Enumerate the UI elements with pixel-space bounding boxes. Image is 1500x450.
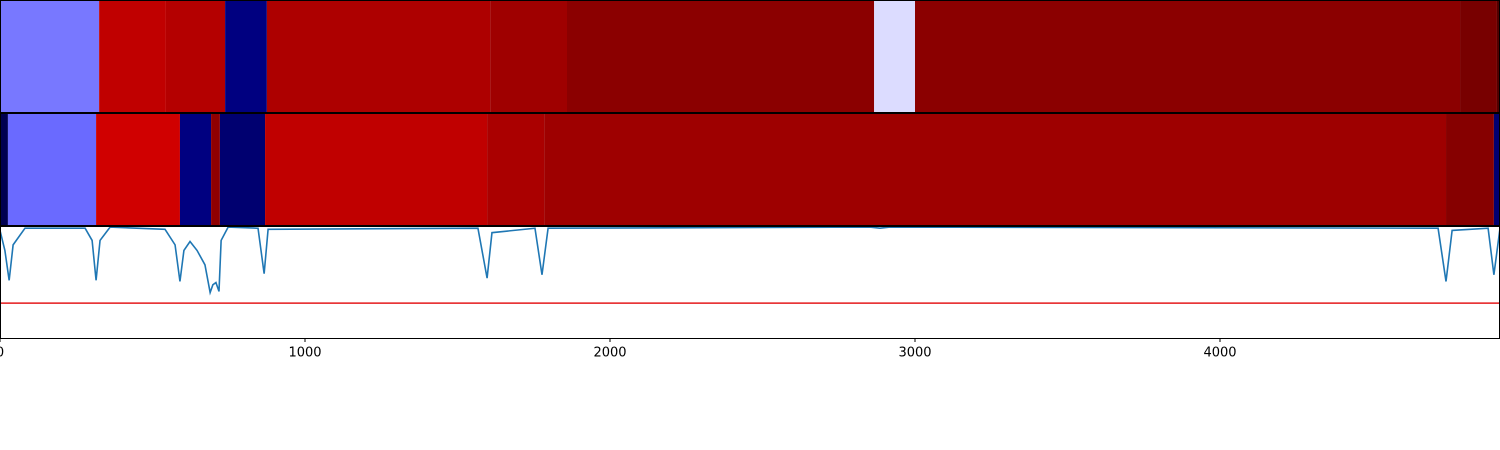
x-tick-label: 1000 <box>288 346 321 361</box>
segment <box>0 0 100 112</box>
x-tick-label: 2000 <box>593 346 626 361</box>
x-tick-label: 4000 <box>1203 346 1236 361</box>
panel-frame <box>0 226 1500 339</box>
segment <box>1446 113 1494 225</box>
segment <box>211 113 220 225</box>
segment <box>99 0 166 112</box>
segment <box>265 113 488 225</box>
segment <box>487 113 545 225</box>
segment <box>266 0 491 112</box>
segment <box>165 0 226 112</box>
segment <box>0 113 8 225</box>
segment <box>566 0 875 112</box>
segment <box>225 0 267 112</box>
segment <box>179 113 212 225</box>
segment <box>1496 0 1500 112</box>
segment <box>490 0 567 112</box>
segment <box>96 113 180 225</box>
x-tick-label: 0 <box>0 346 4 361</box>
segment <box>544 113 1447 225</box>
segment <box>1460 0 1497 112</box>
segment <box>7 113 97 225</box>
segment <box>219 113 266 225</box>
segment <box>915 0 1461 112</box>
segment <box>874 0 916 112</box>
segment <box>1493 113 1500 225</box>
data-line <box>0 226 1500 296</box>
x-tick-label: 3000 <box>898 346 931 361</box>
